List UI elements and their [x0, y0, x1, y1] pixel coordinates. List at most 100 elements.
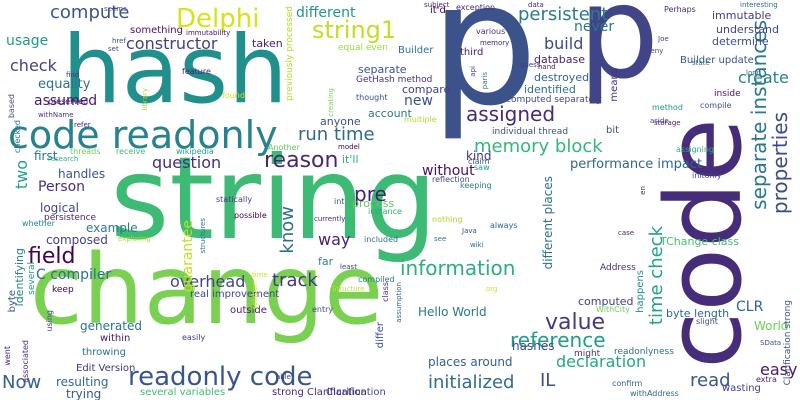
word-c-compiler: C compiler [36, 268, 111, 282]
word-another: Another [268, 144, 300, 152]
word-understand: understand [716, 24, 779, 35]
word-solution: solution [252, 282, 259, 310]
word-edit-version: Edit Version [76, 364, 135, 374]
word-string1: string1 [312, 18, 396, 42]
word-paris: paris [482, 72, 489, 89]
word-see: see [434, 236, 446, 243]
word-associated: associated [22, 340, 30, 383]
word-confirm: confirm [612, 380, 642, 388]
word-several: several [28, 262, 37, 295]
word-seems: seems [104, 6, 127, 13]
word-structures: structures [200, 218, 207, 253]
word-might: might [574, 350, 600, 359]
word-thought: thought [356, 94, 387, 102]
word-various: various [476, 28, 505, 36]
word-strong-clarification: strong Clarification [272, 388, 367, 398]
word-possible: possible [234, 212, 267, 220]
word-tchange-class: TChange class [660, 236, 739, 247]
word-immutable: immutable [712, 10, 771, 21]
word-separate: separate [358, 64, 407, 75]
word-feature: feature [182, 68, 211, 76]
word-never: never [574, 20, 614, 34]
word-within: within [100, 334, 130, 344]
word-currently: currently [314, 216, 345, 223]
word-properties: properties [770, 112, 790, 214]
word-example: example [86, 222, 138, 234]
word-happens: happens [636, 270, 646, 313]
word-places-around: places around [428, 356, 513, 368]
word-check: check [10, 58, 57, 74]
word-memory-block: memory block [474, 138, 603, 156]
word-real-improvement: real improvement [190, 290, 279, 300]
word-set: set [108, 46, 119, 53]
word-reason: reason [264, 150, 338, 172]
word-research: research [48, 156, 78, 163]
word-way: way [318, 232, 350, 248]
word-equal-even: equal even [338, 44, 388, 53]
word-least: least [340, 264, 357, 271]
word-wiki: wiki [470, 242, 484, 249]
word-joe: Joe [658, 36, 669, 43]
word-hand: hand [538, 64, 556, 71]
word-withcity: WithCity [596, 306, 630, 314]
word-term: term [702, 356, 721, 364]
word-means: means [610, 68, 620, 102]
word-refer: refer [74, 122, 91, 129]
word-keeping: keeping [460, 182, 492, 190]
word-outside: outside [230, 306, 267, 316]
word-immutability: immutability [186, 30, 230, 37]
word-checked: checked [14, 120, 22, 153]
word-exploring: exploring [118, 236, 151, 243]
word-data: data [528, 2, 544, 9]
word-memory: memory [480, 40, 509, 47]
word-initialized: initialized [428, 374, 514, 392]
word-assigned: assigned [466, 104, 555, 124]
word-throwing: throwing [82, 348, 126, 358]
word-en: en [640, 186, 647, 195]
word-computed-separately: computed separately [506, 96, 602, 105]
word-identifying: identifying [14, 248, 25, 306]
word-bit: bit [606, 126, 619, 136]
word-structure: Structure [332, 286, 365, 293]
word-entry: entry [312, 306, 333, 314]
word-builder: Builder [398, 46, 433, 56]
word-state: state [692, 60, 710, 67]
word-wikipedia: wikipedia [176, 148, 214, 156]
word-individual-thread: individual thread [492, 128, 568, 137]
word-run-time: run time [298, 126, 375, 144]
word-method: method [652, 104, 683, 112]
word-separate-instances: separate instances [749, 20, 769, 210]
word-statically: statically [216, 196, 252, 204]
word-exception: exception [456, 4, 495, 12]
word-keep: keep [52, 286, 74, 295]
word-clr: CLR [736, 300, 763, 314]
word-inside: inside [714, 90, 741, 99]
word-case: case [618, 230, 634, 237]
word-differ: differ [376, 322, 386, 348]
word-build: build [544, 36, 583, 52]
word-easily: easily [182, 334, 205, 342]
word-api: api [470, 66, 477, 77]
word-gethash-method: GetHash method [356, 76, 432, 85]
word-handles: handles [58, 168, 105, 180]
word-hashes: hashes [512, 340, 554, 352]
word-compare: compare [402, 84, 450, 95]
word-something: something [130, 26, 183, 36]
word-wasting: wasting [722, 384, 761, 394]
word-compile: compile [700, 102, 732, 110]
word-subject: subject [424, 2, 449, 9]
word-library: library [142, 88, 149, 111]
word-deny: deny [646, 48, 663, 55]
word-address: Address [600, 264, 636, 273]
word-saw: saw [474, 164, 490, 172]
word-receive: receive [116, 148, 145, 156]
word-several-variables: several variables [140, 388, 225, 398]
word-determine: determine [712, 36, 769, 47]
word-perhaps: Perhaps [664, 6, 696, 14]
word-nothing: nothing [432, 216, 463, 224]
word-il: IL [540, 372, 555, 390]
word-it-ll: it'll [342, 154, 359, 165]
word-java: Java [462, 228, 477, 235]
word-extra: extra [756, 376, 777, 384]
